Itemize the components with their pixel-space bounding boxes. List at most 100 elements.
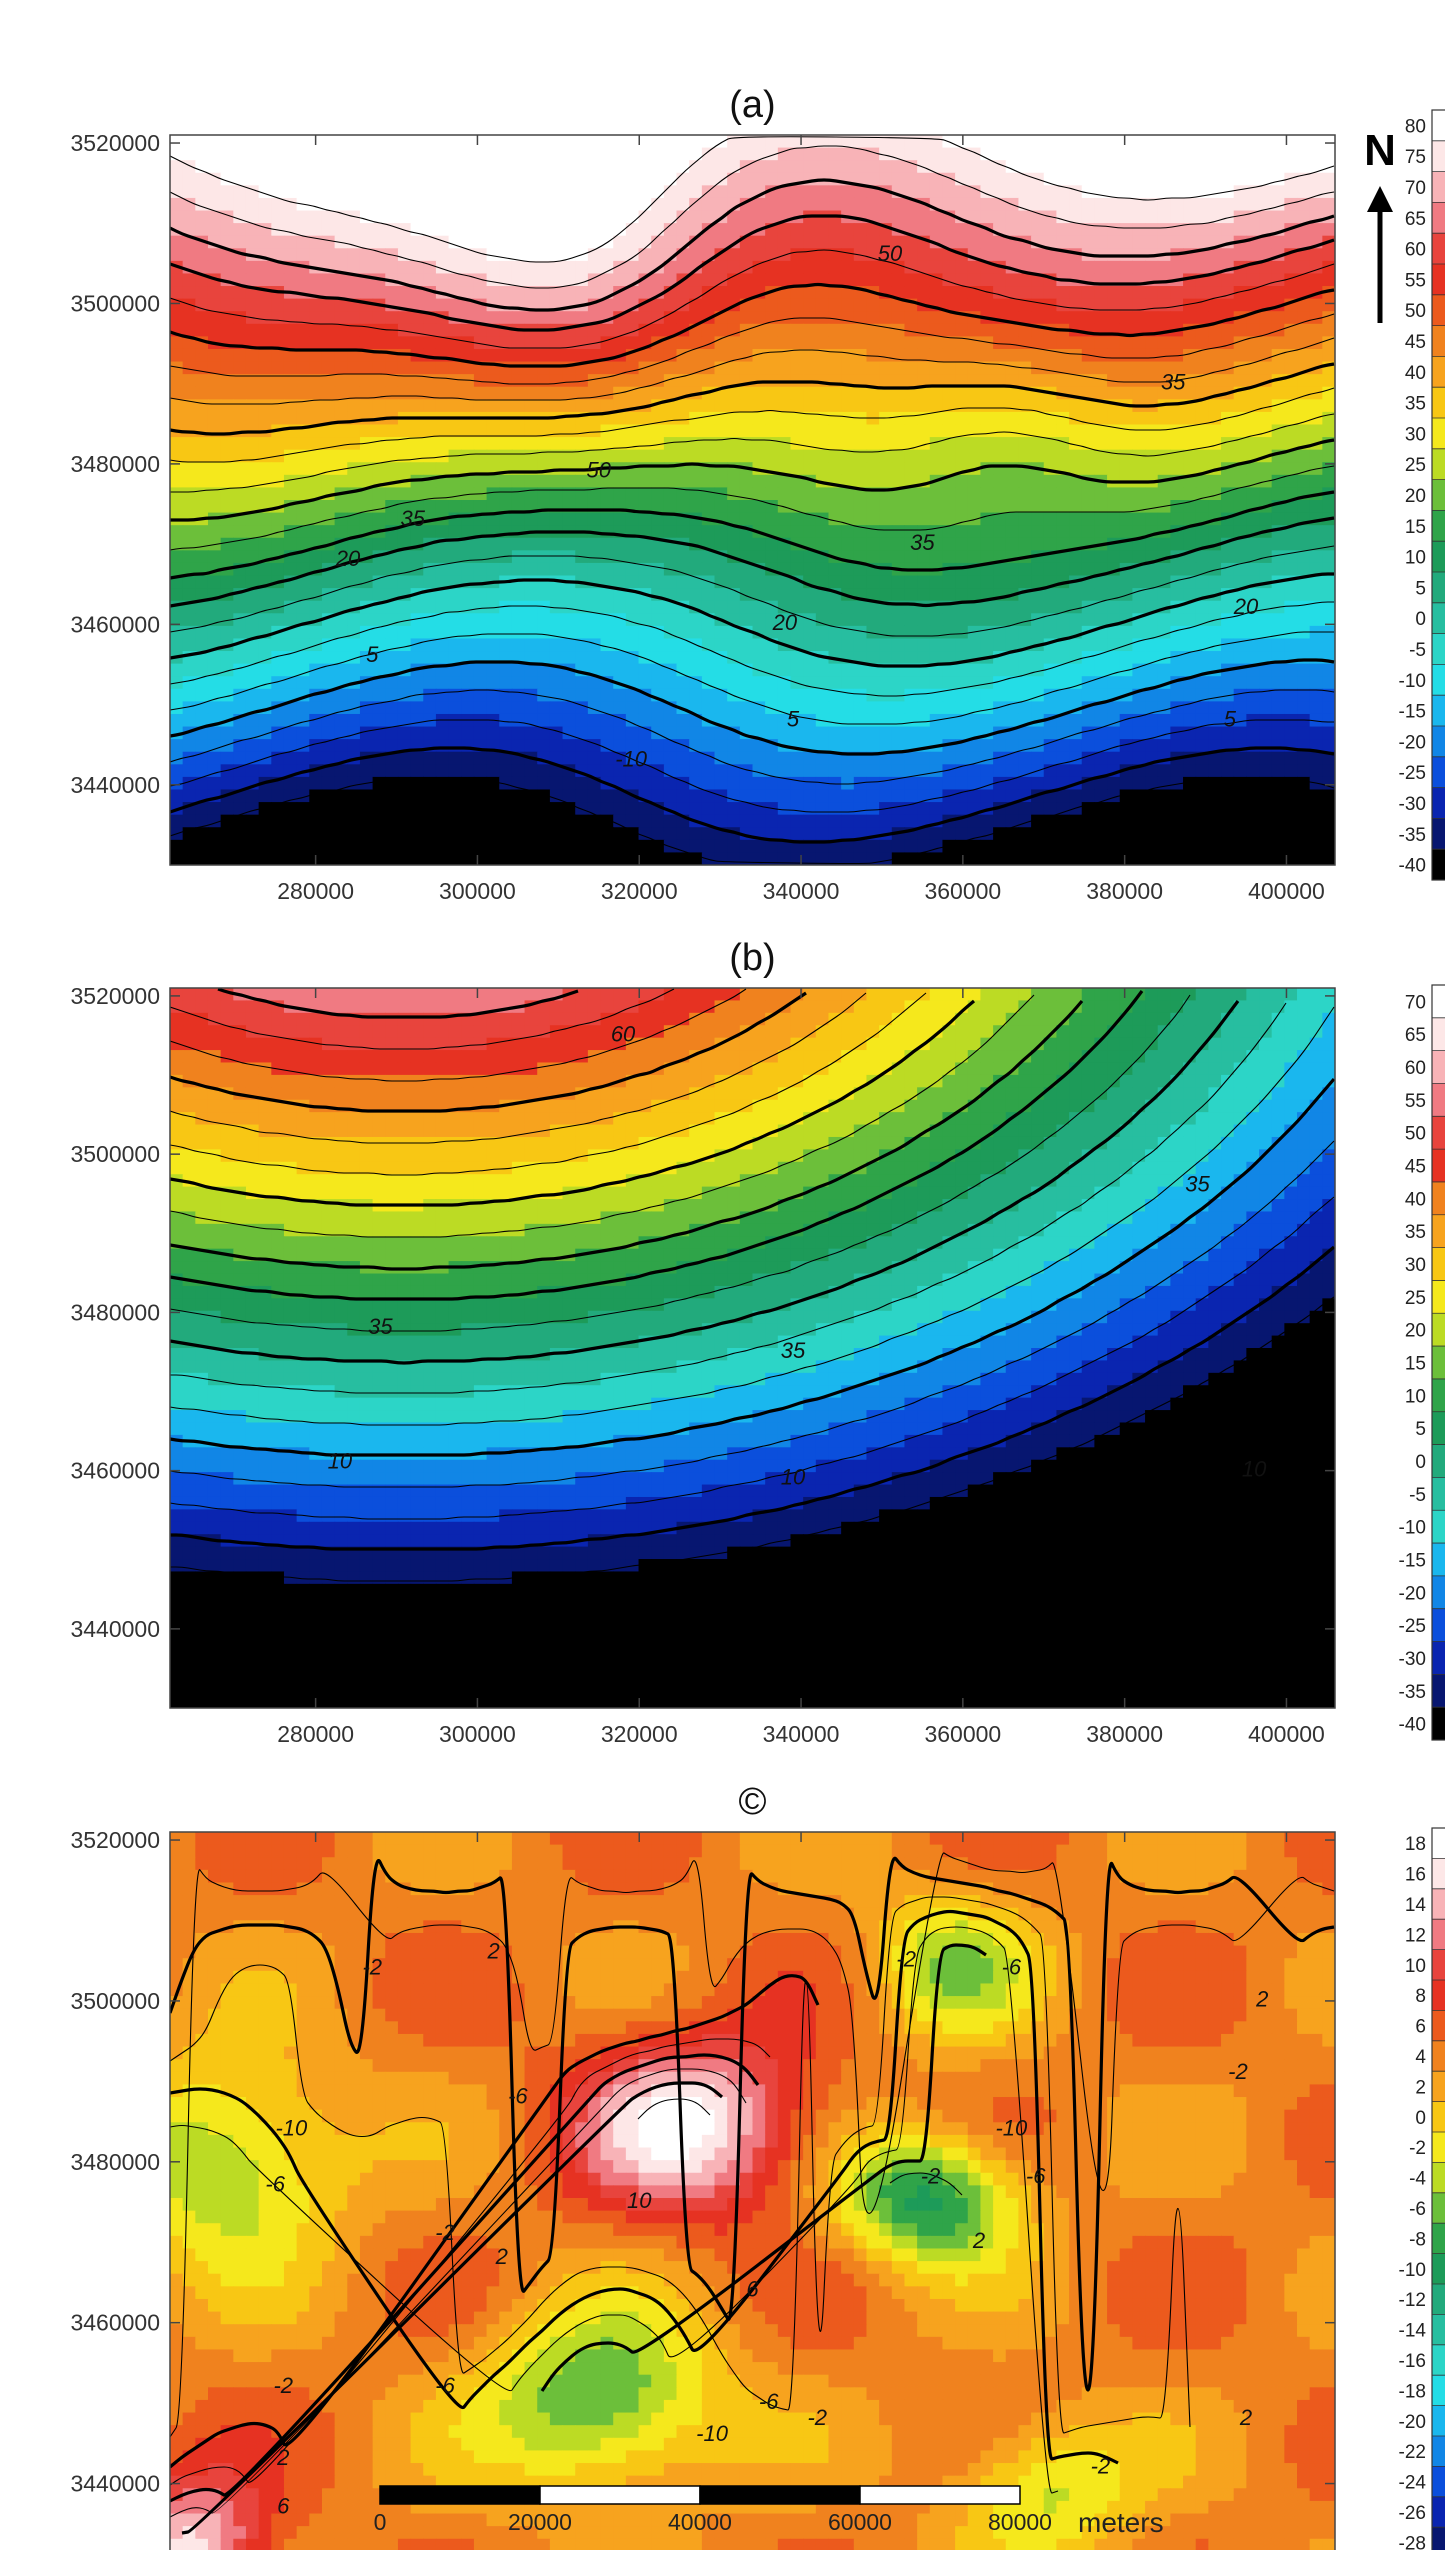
contour-line xyxy=(170,362,1335,436)
contour-line xyxy=(170,992,927,1176)
colorbar-swatch xyxy=(1432,325,1445,357)
colorbar-swatch xyxy=(1432,633,1445,665)
colorbar-3 xyxy=(1431,1827,1445,2550)
contour-label: -6 xyxy=(265,2172,285,2197)
colorbar-swatch xyxy=(1432,1149,1445,1183)
colorbar-swatch xyxy=(1432,572,1445,604)
scale-bar-segment xyxy=(859,2485,1021,2505)
colorbar-swatch xyxy=(1432,1247,1445,1281)
colorbar-swatch xyxy=(1432,664,1445,696)
x-tick-label: 360000 xyxy=(924,878,1001,904)
colorbar-swatch xyxy=(1432,2101,1445,2133)
colorbar-label: 14 xyxy=(1405,1895,1427,1916)
contour-label: -2 xyxy=(273,2373,293,2398)
contour-label: -6 xyxy=(1026,2164,1046,2189)
colorbar-swatch xyxy=(1432,233,1445,265)
colorbar-label: 55 xyxy=(1405,270,1426,291)
colorbar-swatch xyxy=(1432,1858,1445,1890)
colorbar-swatch xyxy=(1432,985,1445,1019)
y-tick-label: 3480000 xyxy=(70,1299,160,1325)
plot-frame xyxy=(169,1831,1336,2550)
x-tick-label: 360000 xyxy=(924,1721,1001,1747)
colorbar-swatch xyxy=(1432,2253,1445,2285)
colorbar-swatch xyxy=(1432,110,1445,142)
contour-label: 2 xyxy=(1255,1987,1268,2012)
plot-frame xyxy=(169,134,1336,866)
contour-line xyxy=(170,992,867,1144)
contour-line xyxy=(170,1926,1059,2494)
contour-line xyxy=(170,994,1035,1238)
colorbar-swatch xyxy=(1432,1214,1445,1249)
contour-label: 5 xyxy=(787,706,800,731)
contour-line xyxy=(170,313,1335,385)
scale-bar-segment xyxy=(379,2485,541,2505)
colorbar-swatch xyxy=(1432,2375,1445,2407)
colorbar-label: -5 xyxy=(1409,640,1426,661)
x-tick-label: 400000 xyxy=(1248,878,1325,904)
colorbar-swatch xyxy=(1432,849,1445,881)
scale-bar-tick-label: 0 xyxy=(374,2509,387,2535)
contour-label: 10 xyxy=(781,1464,806,1489)
colorbar-swatch xyxy=(1432,1828,1445,1859)
y-tick-label: 3460000 xyxy=(70,611,160,637)
colorbar-swatch xyxy=(1432,2192,1445,2224)
colorbar-swatch xyxy=(1432,2405,1445,2437)
contour-line xyxy=(170,413,1335,493)
contour-field xyxy=(170,1832,1335,2550)
contour-line xyxy=(170,1000,1240,1365)
y-tick-label: 3480000 xyxy=(70,2149,160,2175)
contour-line xyxy=(170,988,747,1082)
colorbar-swatch xyxy=(1432,1378,1445,1413)
scale-bar: 0 20000 40000 60000 80000 meters xyxy=(374,2485,1164,2538)
scale-bar-segment xyxy=(699,2485,861,2505)
contour-line xyxy=(170,601,1334,697)
colorbar-label: 10 xyxy=(1405,1956,1426,1977)
x-tick-label: 380000 xyxy=(1086,878,1163,904)
colorbar-label: -15 xyxy=(1399,702,1426,723)
contour-label: 5 xyxy=(1224,706,1237,731)
colorbar-label: 0 xyxy=(1415,1452,1426,1473)
colorbar-swatch xyxy=(1432,448,1445,481)
contour-label: -2 xyxy=(435,2220,455,2245)
contour-line xyxy=(170,999,976,1207)
contour-line xyxy=(889,2172,963,2196)
x-tick-label: 280000 xyxy=(277,878,354,904)
contour-label: -2 xyxy=(362,1955,382,1980)
colorbar-swatch xyxy=(1432,1674,1445,1708)
colorbar-label: 2 xyxy=(1415,2077,1426,2098)
contour-label: 6 xyxy=(277,2494,290,2519)
x-tick-label: 280000 xyxy=(277,1721,354,1747)
colorbar-swatch xyxy=(1432,1608,1445,1643)
contour-label: -2 xyxy=(921,2164,941,2189)
contour-label: 10 xyxy=(328,1449,353,1474)
colorbar-swatch xyxy=(1432,1543,1445,1577)
y-tick-label: 3520000 xyxy=(70,1827,160,1853)
colorbar-1 xyxy=(1431,109,1445,881)
contour-line xyxy=(170,572,1334,668)
colorbar-label: -16 xyxy=(1399,2351,1426,2372)
scale-bar-tick-label: 20000 xyxy=(508,2509,572,2535)
colorbar-label: -25 xyxy=(1399,1616,1426,1637)
north-arrow: N xyxy=(1364,126,1396,323)
contour-label: -10 xyxy=(696,2421,729,2446)
colorbar-swatch xyxy=(1432,2071,1445,2103)
contour-label: 2 xyxy=(972,2228,985,2253)
contour-line xyxy=(170,1296,1335,1582)
colorbar-label: 10 xyxy=(1405,1386,1426,1407)
contour-line xyxy=(170,282,1335,368)
colorbar-label: -18 xyxy=(1399,2381,1426,2402)
contour-line xyxy=(217,988,579,1019)
contour-label: 35 xyxy=(910,530,935,555)
colorbar-swatch xyxy=(1432,2436,1445,2467)
contour-label: -10 xyxy=(275,2115,308,2140)
colorbar-label: 65 xyxy=(1405,1025,1426,1046)
contour-label: 60 xyxy=(611,1021,636,1046)
x-tick-label: 340000 xyxy=(763,878,840,904)
panel-title: (b) xyxy=(729,937,775,979)
y-tick-label: 3500000 xyxy=(70,1988,160,2014)
colorbar-swatch xyxy=(1432,2223,1445,2255)
contour-line xyxy=(170,249,1335,349)
contour-line xyxy=(170,990,1144,1301)
colorbar-label: 75 xyxy=(1405,147,1426,168)
colorbar-swatch xyxy=(1432,818,1445,850)
